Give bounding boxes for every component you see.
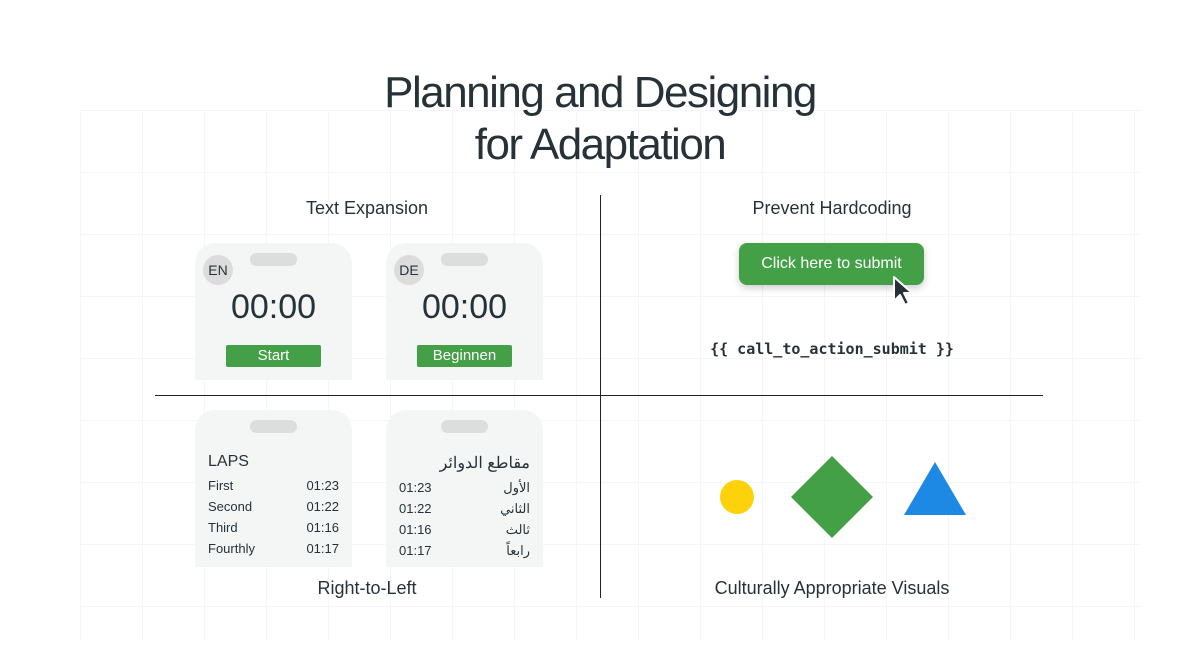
lang-badge: DE xyxy=(394,255,424,285)
phone-en: EN 00:00 Start xyxy=(195,243,352,380)
lap-row: الأول 01:23 xyxy=(399,477,530,498)
string-key-placeholder: {{ call_to_action_submit }} xyxy=(710,340,954,358)
lap-row: First 01:23 xyxy=(208,475,339,496)
lap-label: ثالث xyxy=(505,522,530,537)
lap-time: 01:16 xyxy=(399,522,432,537)
label-visuals: Culturally Appropriate Visuals xyxy=(714,578,950,598)
lap-row: Fourthly 01:17 xyxy=(208,538,339,559)
label-prevent-hardcoding: Prevent Hardcoding xyxy=(752,198,912,218)
lap-time: 01:23 xyxy=(306,478,339,493)
cursor-arrow-icon xyxy=(893,276,913,306)
laps-list-rtl: مقاطع الدوائر الأول 01:23 الثاني 01:22 ثال… xyxy=(399,453,530,561)
phone-notch xyxy=(250,420,297,433)
label-rtl: Right-to-Left xyxy=(317,578,417,598)
diamond-shape xyxy=(791,456,873,538)
lap-row: Third 01:16 xyxy=(208,517,339,538)
circle-shape xyxy=(720,480,754,514)
lap-label: First xyxy=(208,478,234,493)
lap-row: Second 01:22 xyxy=(208,496,339,517)
laps-title: مقاطع الدوائر xyxy=(439,455,530,472)
laps-list: LAPS First 01:23 Second 01:22 Third 01:16 F… xyxy=(208,453,339,559)
lap-row: ثالث 01:16 xyxy=(399,519,530,540)
lap-label: Second xyxy=(208,499,253,514)
timer-display: 00:00 xyxy=(421,288,508,326)
label-text-expansion: Text Expansion xyxy=(305,198,429,218)
phone-notch xyxy=(250,253,297,266)
vertical-divider xyxy=(600,195,601,598)
lap-time: 01:23 xyxy=(399,480,432,495)
lap-time: 01:17 xyxy=(306,541,339,556)
horizontal-divider xyxy=(155,395,1043,396)
laps-title: LAPS xyxy=(208,453,249,470)
phone-laps-ltr: LAPS First 01:23 Second 01:22 Third 01:16 F… xyxy=(195,410,352,567)
lap-label: الأول xyxy=(503,480,530,495)
timer-display: 00:00 xyxy=(230,288,317,326)
phone-notch xyxy=(441,420,488,433)
phone-de: DE 00:00 Beginnen xyxy=(386,243,543,380)
lap-label: رابعاً xyxy=(506,543,530,558)
lap-time: 01:22 xyxy=(306,499,339,514)
lap-label: الثاني xyxy=(500,501,530,516)
lap-label: Third xyxy=(208,520,238,535)
page-title-line1: Planning and Designing xyxy=(384,68,817,117)
beginnen-button[interactable]: Beginnen xyxy=(417,345,512,367)
start-button[interactable]: Start xyxy=(226,345,321,367)
lang-badge: EN xyxy=(203,255,233,285)
shapes xyxy=(720,456,966,538)
lap-time: 01:17 xyxy=(399,543,432,558)
page-title-line2: for Adaptation xyxy=(474,120,727,169)
lap-row: رابعاً 01:17 xyxy=(399,540,530,561)
lap-row: الثاني 01:22 xyxy=(399,498,530,519)
lap-label: Fourthly xyxy=(208,541,255,556)
triangle-shape xyxy=(904,462,966,515)
phone-laps-rtl: مقاطع الدوائر الأول 01:23 الثاني 01:22 ثال… xyxy=(386,410,543,567)
lap-time: 01:16 xyxy=(306,520,339,535)
lap-time: 01:22 xyxy=(399,501,432,516)
phone-notch xyxy=(441,253,488,266)
